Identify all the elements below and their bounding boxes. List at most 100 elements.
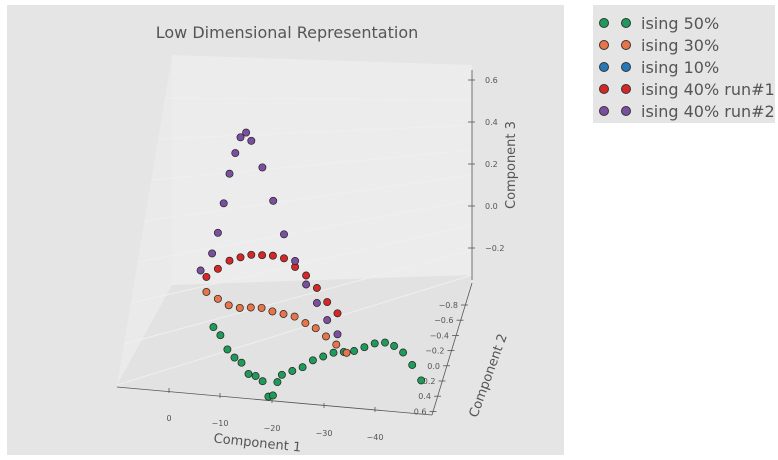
y-tick-label: 0.2 xyxy=(423,377,436,386)
grid-line xyxy=(123,249,473,345)
scatter-point xyxy=(408,361,417,369)
x-tick-label: −10 xyxy=(212,419,229,428)
y-tick-label: 0.6 xyxy=(414,407,427,416)
scatter-point xyxy=(219,199,228,208)
y-axis: −0.8 −0.6 −0.4 −0.2 0.0 0.2 0.4 0.6 xyxy=(414,282,473,416)
scatter-point xyxy=(312,299,321,307)
scatter-point xyxy=(247,136,256,145)
scatter-point xyxy=(231,149,240,158)
scatter-point xyxy=(237,358,246,367)
scatter-point xyxy=(244,369,253,378)
scatter-point xyxy=(298,363,307,372)
scatter-point xyxy=(258,377,267,386)
scatter-point xyxy=(225,169,234,178)
legend-marker-icon xyxy=(621,40,631,50)
scatter-point xyxy=(311,324,320,333)
scatter-point xyxy=(225,256,234,265)
scatter-point xyxy=(312,284,321,292)
legend-label: ising 50% xyxy=(641,14,720,33)
scatter-point xyxy=(213,294,222,303)
scatter-point xyxy=(208,249,217,258)
scatter-point xyxy=(258,163,267,172)
y-tick-label: 0.0 xyxy=(427,362,440,371)
grid-line xyxy=(137,199,473,263)
legend-label: ising 10% xyxy=(641,58,720,77)
legend-item: ising 40% run#1 xyxy=(593,79,775,101)
scatter-point xyxy=(291,256,300,265)
scatter-point xyxy=(370,339,379,348)
legend-marker-icon xyxy=(599,62,609,72)
scatter-point xyxy=(277,370,286,379)
legend-marker-icon xyxy=(599,84,609,94)
scatter-point xyxy=(399,348,408,357)
legend-marker-icon xyxy=(599,18,609,28)
scatter-point xyxy=(390,342,399,350)
scatter-point xyxy=(342,348,351,357)
z-tick-label: 0.0 xyxy=(485,202,498,211)
scatter-point xyxy=(213,228,222,237)
grid-line xyxy=(130,224,473,304)
chart-title: Low Dimensional Representation xyxy=(156,23,419,42)
axis-panes xyxy=(116,55,473,415)
scatter-point xyxy=(224,301,233,310)
scatter-point xyxy=(280,254,288,263)
plot-area: Low Dimensional Representation 0 −10 −20 −3… xyxy=(7,5,564,455)
x-axis: 0 −10 −20 −30 −40 xyxy=(116,386,433,442)
scatter-point xyxy=(230,353,239,362)
x-axis-line xyxy=(116,386,433,416)
z-tick-label: 0.4 xyxy=(485,118,498,127)
scatter-point xyxy=(242,128,251,137)
scatter-point xyxy=(301,319,310,328)
scatter-point xyxy=(350,347,359,355)
back-pane-left xyxy=(117,55,172,385)
scatter-point xyxy=(213,264,222,273)
scatter-point xyxy=(216,331,225,340)
scatter-point xyxy=(268,391,277,400)
scatter-point xyxy=(323,316,332,325)
legend-label: ising 40% run#2 xyxy=(641,102,775,121)
scatter-point xyxy=(258,251,267,260)
scatter-point xyxy=(360,343,369,352)
scatter-point xyxy=(236,133,245,142)
legend-label: ising 30% xyxy=(641,36,720,55)
scatter-point xyxy=(322,332,330,341)
scatter-point xyxy=(209,323,218,332)
scatter-point xyxy=(333,309,342,318)
z-axis-label: Component 3 xyxy=(504,121,519,209)
scatter-point xyxy=(268,307,277,316)
scatter-point xyxy=(308,356,317,365)
scatter-point xyxy=(196,266,205,275)
grid-line xyxy=(151,149,473,181)
y-tick-label: −0.2 xyxy=(425,347,444,356)
x-tick-label: −30 xyxy=(316,429,333,438)
z-tick-label: 0.6 xyxy=(485,76,498,85)
scatter-point xyxy=(235,303,244,312)
scatter-point xyxy=(323,298,332,307)
x-tick-label: 0 xyxy=(166,414,171,423)
legend-marker-icon xyxy=(621,18,631,28)
x-tick-label: −20 xyxy=(264,424,281,433)
scatter-point xyxy=(333,330,342,339)
z-tick-label: 0.2 xyxy=(485,160,498,169)
scatter-point xyxy=(273,378,282,387)
scatter-point xyxy=(202,272,211,281)
scatter-point xyxy=(236,253,245,262)
legend-label: ising 40% run#1 xyxy=(641,80,775,99)
y-tick-label: −0.6 xyxy=(434,316,453,325)
legend-item: ising 50% xyxy=(593,13,775,35)
grid-line xyxy=(165,97,473,101)
grid-line xyxy=(158,124,473,140)
scatter-point xyxy=(302,280,311,289)
legend-marker-icon xyxy=(621,62,631,72)
grid-line xyxy=(116,274,473,386)
scatter-point xyxy=(257,303,266,312)
legend-item: ising 10% xyxy=(593,57,775,79)
scatter-point xyxy=(202,287,211,296)
scatter-point xyxy=(332,340,341,349)
y-tick-label: −0.4 xyxy=(430,331,449,340)
chart-3d-scatter: Low Dimensional Representation 0 −10 −20 −3… xyxy=(116,23,519,455)
scatter-point xyxy=(268,251,277,260)
scatter-point xyxy=(247,250,256,259)
scatter-point xyxy=(290,312,299,321)
z-axis: 0.6 0.4 0.2 0.0 −0.2 xyxy=(468,70,504,280)
